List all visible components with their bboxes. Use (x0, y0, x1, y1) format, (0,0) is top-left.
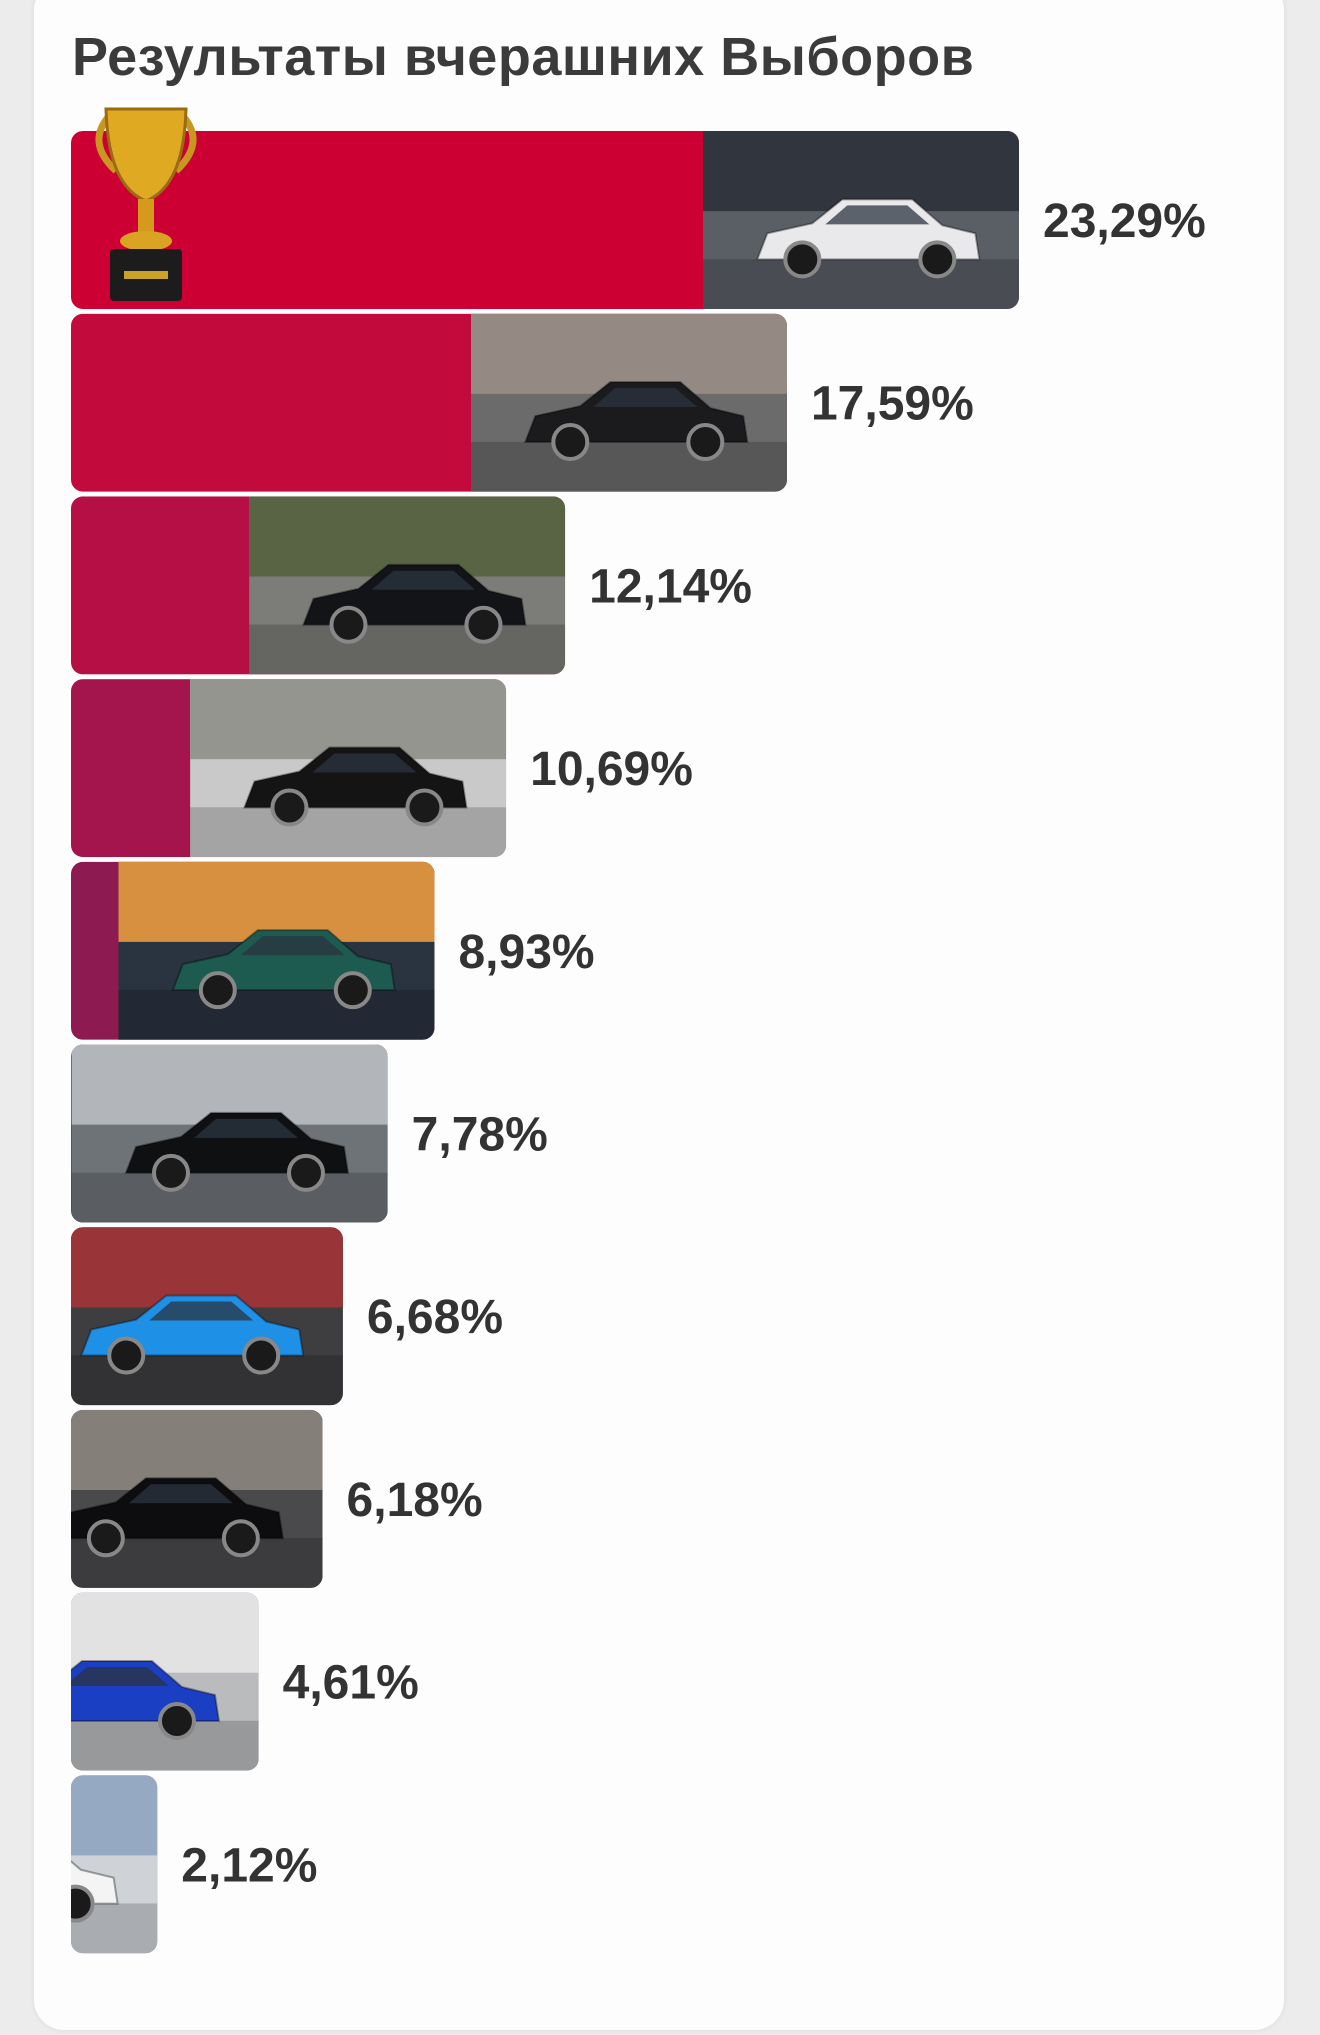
value-label: 12,14% (589, 560, 752, 613)
car-photo (190, 679, 507, 858)
bar-row: 8,93% (71, 861, 595, 1040)
car-photo (118, 861, 435, 1040)
bar-row: 10,69% (71, 679, 693, 858)
car-photo (249, 496, 566, 675)
car-photo (71, 1227, 343, 1406)
value-label: 8,93% (458, 926, 594, 979)
value-label: 17,59% (811, 378, 974, 431)
car-photo (470, 313, 787, 492)
value-label: 7,78% (412, 1109, 548, 1162)
value-label: 23,29% (1043, 195, 1206, 248)
bar-row: 7,78% (71, 1044, 548, 1223)
value-label: 6,18% (347, 1474, 483, 1527)
trophy-icon (95, 107, 197, 301)
car-shape (71, 1842, 119, 1905)
bar-row: 23,29% (71, 107, 1206, 309)
car-photo (71, 1775, 158, 1954)
value-label: 10,69% (530, 743, 693, 796)
value-label: 4,61% (283, 1657, 419, 1710)
chart-title: Результаты вчерашних Выборов (72, 27, 975, 87)
car-photo (71, 1044, 388, 1223)
car-shape (71, 1659, 221, 1722)
bar-row: 2,12% (71, 1775, 317, 1954)
bar-row: 6,18% (71, 1409, 483, 1588)
bar-row: 12,14% (71, 496, 752, 675)
value-label: 6,68% (367, 1291, 503, 1344)
bar-row: 17,59% (71, 313, 974, 492)
bar-row: 4,61% (71, 1592, 419, 1771)
bar-row: 6,68% (71, 1227, 503, 1406)
car-photo (71, 1409, 323, 1588)
car-photo (71, 1592, 259, 1771)
value-label: 2,12% (181, 1839, 317, 1892)
car-photo (703, 131, 1019, 309)
